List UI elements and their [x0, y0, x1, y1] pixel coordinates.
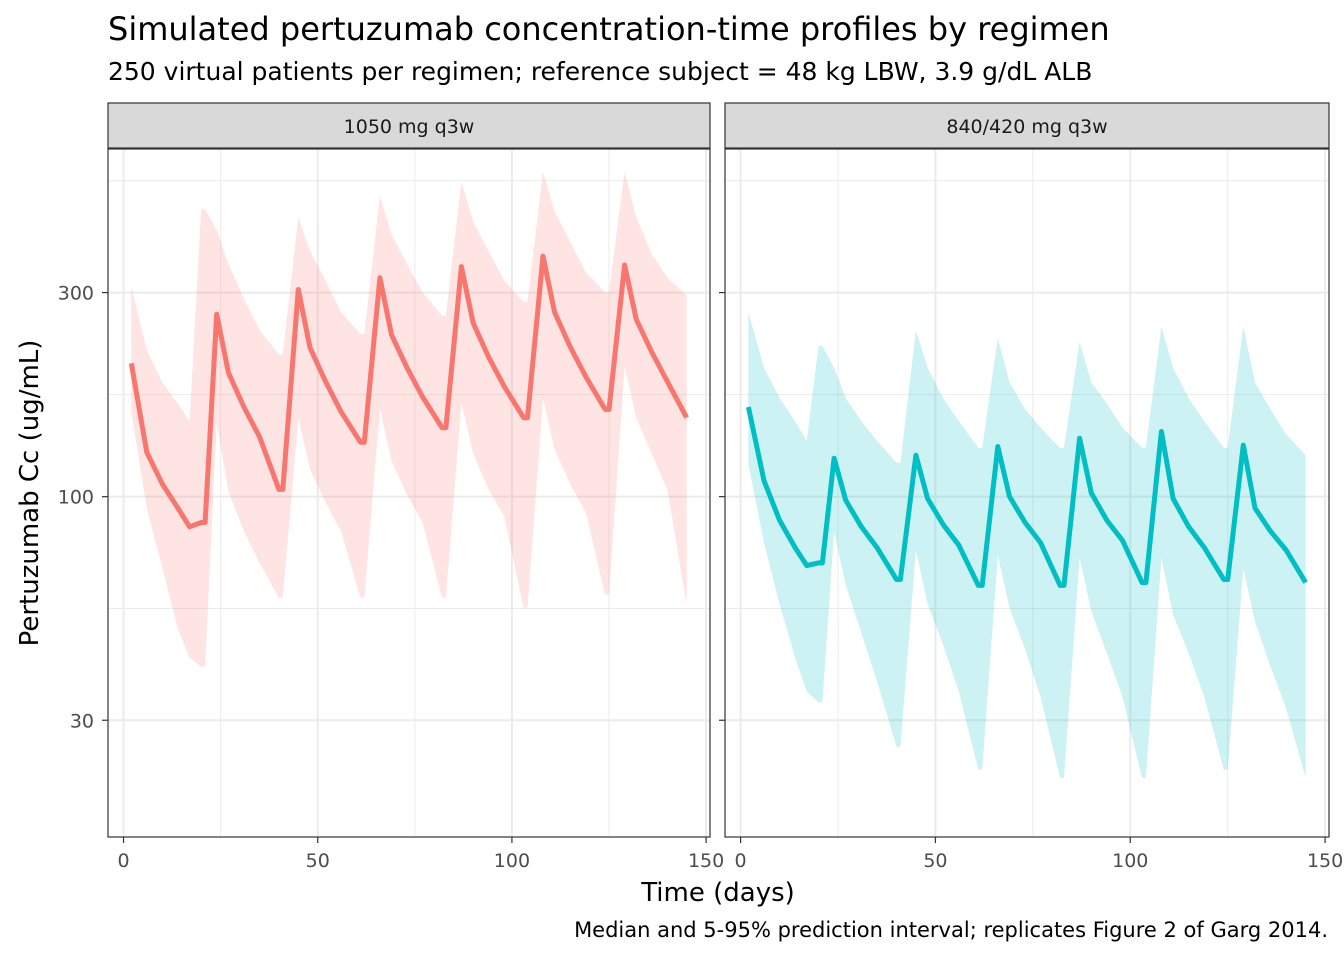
x-tick-label: 50 — [923, 850, 947, 872]
y-axis-title: Pertuzumab Cc (ug/mL) — [15, 340, 45, 647]
panel-border — [107, 148, 711, 838]
facet-strip-label: 1050 mg q3w — [344, 116, 475, 138]
x-tick-label: 0 — [735, 850, 747, 872]
facet-strip — [107, 102, 711, 149]
facet-strip-label: 840/420 mg q3w — [946, 116, 1107, 138]
y-tick-label: 30 — [70, 710, 94, 732]
prediction-interval-band — [748, 312, 1306, 778]
chart-subtitle: 250 virtual patients per regimen; refere… — [108, 57, 1093, 86]
x-tick-label: 150 — [1307, 850, 1343, 872]
facet-strip — [724, 102, 1330, 149]
median-line — [128, 253, 689, 530]
x-tick-label: 50 — [306, 850, 330, 872]
median-line — [745, 406, 1308, 588]
x-tick-label: 100 — [494, 850, 530, 872]
y-tick-label: 300 — [58, 283, 94, 305]
chart-title: Simulated pertuzumab concentration-time … — [108, 10, 1110, 48]
x-axis-title: Time (days) — [640, 878, 795, 908]
y-tick-label: 100 — [58, 487, 94, 509]
x-tick-label: 150 — [688, 850, 724, 872]
x-tick-label: 100 — [1112, 850, 1148, 872]
panel-border — [724, 148, 1330, 838]
prediction-interval-band — [131, 171, 687, 667]
x-tick-label: 0 — [117, 850, 129, 872]
chart-caption: Median and 5-95% prediction interval; re… — [574, 918, 1328, 942]
